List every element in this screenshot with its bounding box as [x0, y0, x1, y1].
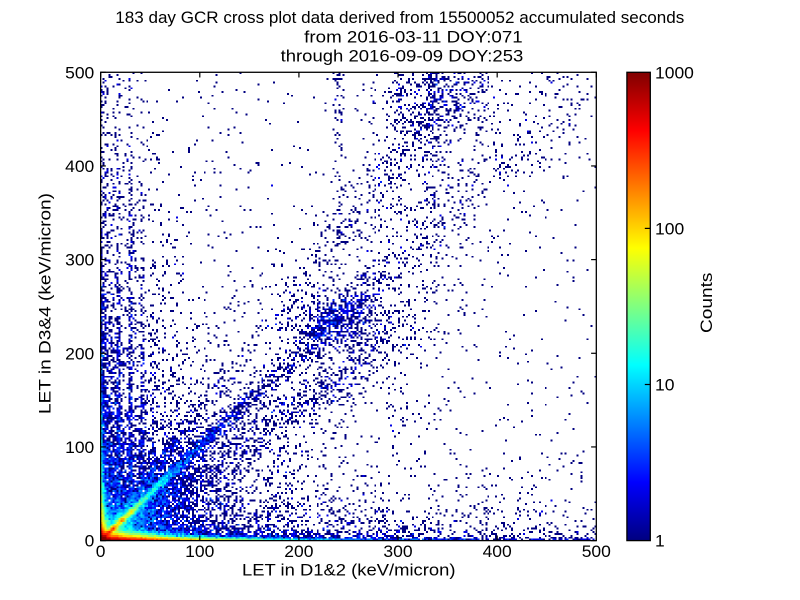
svg-text:0: 0 [96, 543, 106, 561]
svg-text:300: 300 [383, 543, 412, 561]
svg-text:LET in D1&2 (keV/micron): LET in D1&2 (keV/micron) [242, 562, 456, 580]
svg-text:183 day GCR cross plot data de: 183 day GCR cross plot data derived from… [115, 9, 684, 27]
svg-text:0: 0 [85, 533, 95, 551]
svg-text:400: 400 [65, 158, 94, 176]
svg-text:from 2016-03-11 DOY:071: from 2016-03-11 DOY:071 [304, 28, 523, 46]
svg-text:through 2016-09-09 DOY:253: through 2016-09-09 DOY:253 [281, 48, 524, 66]
svg-text:100: 100 [65, 439, 94, 457]
svg-text:1: 1 [655, 533, 665, 551]
svg-text:1000: 1000 [655, 64, 694, 82]
svg-text:LET in D3&4 (keV/micron): LET in D3&4 (keV/micron) [37, 193, 55, 414]
svg-text:400: 400 [483, 543, 512, 561]
svg-text:100: 100 [185, 543, 214, 561]
svg-text:500: 500 [582, 543, 611, 561]
svg-text:100: 100 [655, 220, 684, 238]
svg-text:200: 200 [284, 543, 313, 561]
svg-text:500: 500 [65, 64, 94, 82]
svg-text:Counts: Counts [698, 273, 716, 334]
svg-text:10: 10 [655, 377, 675, 395]
svg-text:300: 300 [65, 252, 94, 270]
svg-text:200: 200 [65, 345, 94, 363]
